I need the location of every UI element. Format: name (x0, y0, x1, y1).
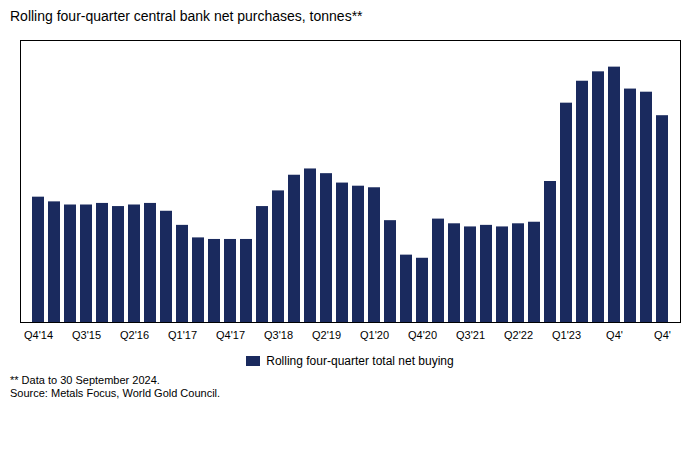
svg-text:Q1'20: Q1'20 (360, 329, 389, 341)
svg-text:Q4'20: Q4'20 (408, 329, 437, 341)
svg-text:Q4': Q4' (654, 329, 671, 341)
svg-text:Q4': Q4' (606, 329, 623, 341)
svg-text:Q2'22: Q2'22 (504, 329, 533, 341)
html-text:Rolling four-quarter central b: Rolling four-quarter central bank net pu… (10, 8, 363, 24)
svg-text:Q4'17: Q4'17 (216, 329, 245, 341)
svg-text:Q2'19: Q2'19 (312, 329, 341, 341)
svg-text:Q3'18: Q3'18 (264, 329, 293, 341)
svg-text:Q3'21: Q3'21 (456, 329, 485, 341)
html-text:** Data to 30 September 2024.: ** Data to 30 September 2024. (10, 374, 160, 386)
svg-text:Q3'15: Q3'15 (72, 329, 101, 341)
html-text:Rolling four-quarter total net: Rolling four-quarter total net buying (266, 354, 454, 368)
svg-text:Q4'14: Q4'14 (24, 329, 53, 341)
svg-text:Q2'16: Q2'16 (120, 329, 149, 341)
svg-text:Q1'23: Q1'23 (552, 329, 581, 341)
html-text:Source: Metals Focus, World Go: Source: Metals Focus, World Gold Council… (10, 387, 221, 399)
svg-text:Q1'17: Q1'17 (168, 329, 197, 341)
